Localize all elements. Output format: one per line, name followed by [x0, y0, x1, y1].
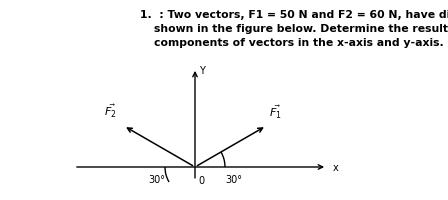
Text: 1.  : Two vectors, F1 = 50 N and F2 = 60 N, have directions as: 1. : Two vectors, F1 = 50 N and F2 = 60 …	[140, 10, 448, 20]
Text: $\vec{F_1}$: $\vec{F_1}$	[269, 103, 282, 121]
Text: x: x	[332, 162, 338, 172]
Text: 0: 0	[199, 175, 205, 185]
Text: $\vec{F_2}$: $\vec{F_2}$	[104, 102, 117, 120]
Text: shown in the figure below. Determine the resultant of: shown in the figure below. Determine the…	[154, 24, 448, 34]
Text: 30°: 30°	[225, 174, 242, 184]
Text: components of vectors in the x-axis and y-axis.: components of vectors in the x-axis and …	[154, 38, 444, 48]
Text: Y: Y	[199, 66, 205, 76]
Text: 30°: 30°	[148, 174, 165, 184]
